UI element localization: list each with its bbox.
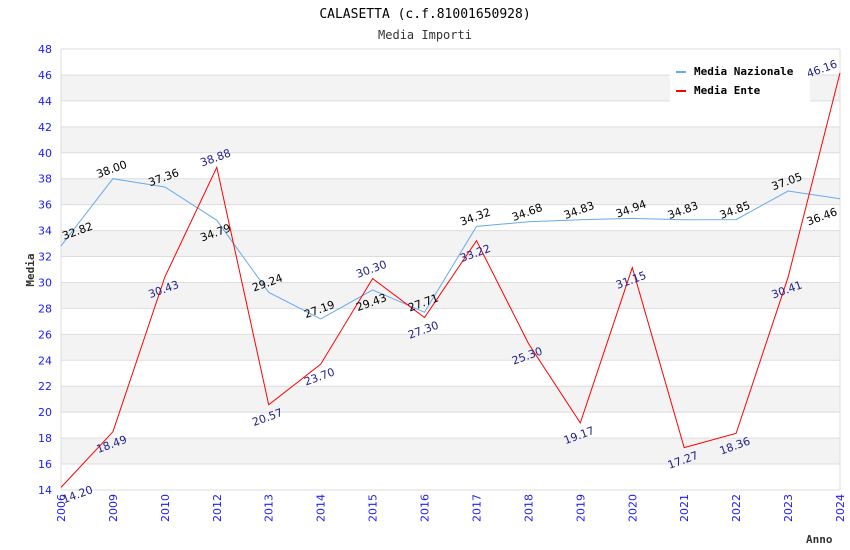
y-tick-label: 20	[38, 406, 52, 419]
data-label: 36.46	[805, 205, 839, 228]
chart-title: CALASETTA (c.f.81001650928)	[319, 7, 530, 22]
x-axis-label: Anno	[806, 533, 833, 546]
x-tick-label: 2019	[574, 494, 587, 522]
x-tick-label: 2016	[419, 494, 432, 522]
y-tick-label: 28	[38, 302, 52, 315]
grid-band	[61, 230, 840, 257]
data-label: 14.20	[61, 483, 95, 506]
x-tick-label: 2009	[107, 494, 120, 522]
y-tick-label: 18	[38, 432, 52, 445]
y-tick-label: 44	[38, 95, 52, 108]
x-tick-label: 2020	[626, 494, 639, 522]
x-tick-label: 2022	[730, 494, 743, 522]
x-tick-label: 2021	[678, 494, 691, 522]
y-tick-label: 36	[38, 199, 52, 212]
grid-band	[61, 334, 840, 361]
x-tick-label: 2014	[315, 494, 328, 522]
x-tick-label: 2006	[55, 494, 68, 522]
x-tick-label: 2012	[211, 494, 224, 522]
y-tick-label: 24	[38, 354, 52, 367]
y-tick-label: 26	[38, 328, 52, 341]
legend-label-ente: Media Ente	[694, 84, 761, 97]
series-line-ente	[60, 72, 841, 488]
chart-subtitle: Media Importi	[378, 28, 472, 42]
grid-band	[61, 178, 840, 205]
y-tick-label: 32	[38, 251, 52, 264]
y-tick-label: 48	[38, 43, 52, 56]
y-tick-label: 16	[38, 458, 52, 471]
x-tick-label: 2015	[367, 494, 380, 522]
x-tick-label: 2018	[522, 494, 535, 522]
grid-band	[61, 126, 840, 153]
y-tick-label: 42	[38, 121, 52, 134]
grid-band	[61, 438, 840, 465]
data-label: 38.00	[95, 158, 129, 181]
data-label: 30.30	[354, 258, 388, 281]
grid-band	[61, 386, 840, 413]
y-tick-label: 46	[38, 69, 52, 82]
y-tick-label: 22	[38, 380, 52, 393]
legend-box	[670, 60, 810, 102]
y-tick-label: 14	[38, 484, 52, 497]
y-tick-label: 34	[38, 225, 52, 238]
y-tick-label: 38	[38, 173, 52, 186]
data-label: 23.70	[302, 365, 336, 388]
y-tick-label: 40	[38, 147, 52, 160]
grid-band	[61, 282, 840, 309]
x-tick-label: 2024	[834, 494, 847, 522]
x-tick-label: 2017	[470, 494, 483, 522]
x-tick-label: 2023	[782, 494, 795, 522]
x-tick-label: 2010	[159, 494, 172, 522]
legend: Media Nazionale Media Ente	[670, 60, 810, 102]
legend-label-nazionale: Media Nazionale	[694, 65, 794, 78]
series-line-nazionale	[60, 178, 841, 320]
y-axis-label: Media	[24, 253, 37, 286]
y-tick-label: 30	[38, 276, 52, 289]
x-tick-label: 2013	[263, 494, 276, 522]
